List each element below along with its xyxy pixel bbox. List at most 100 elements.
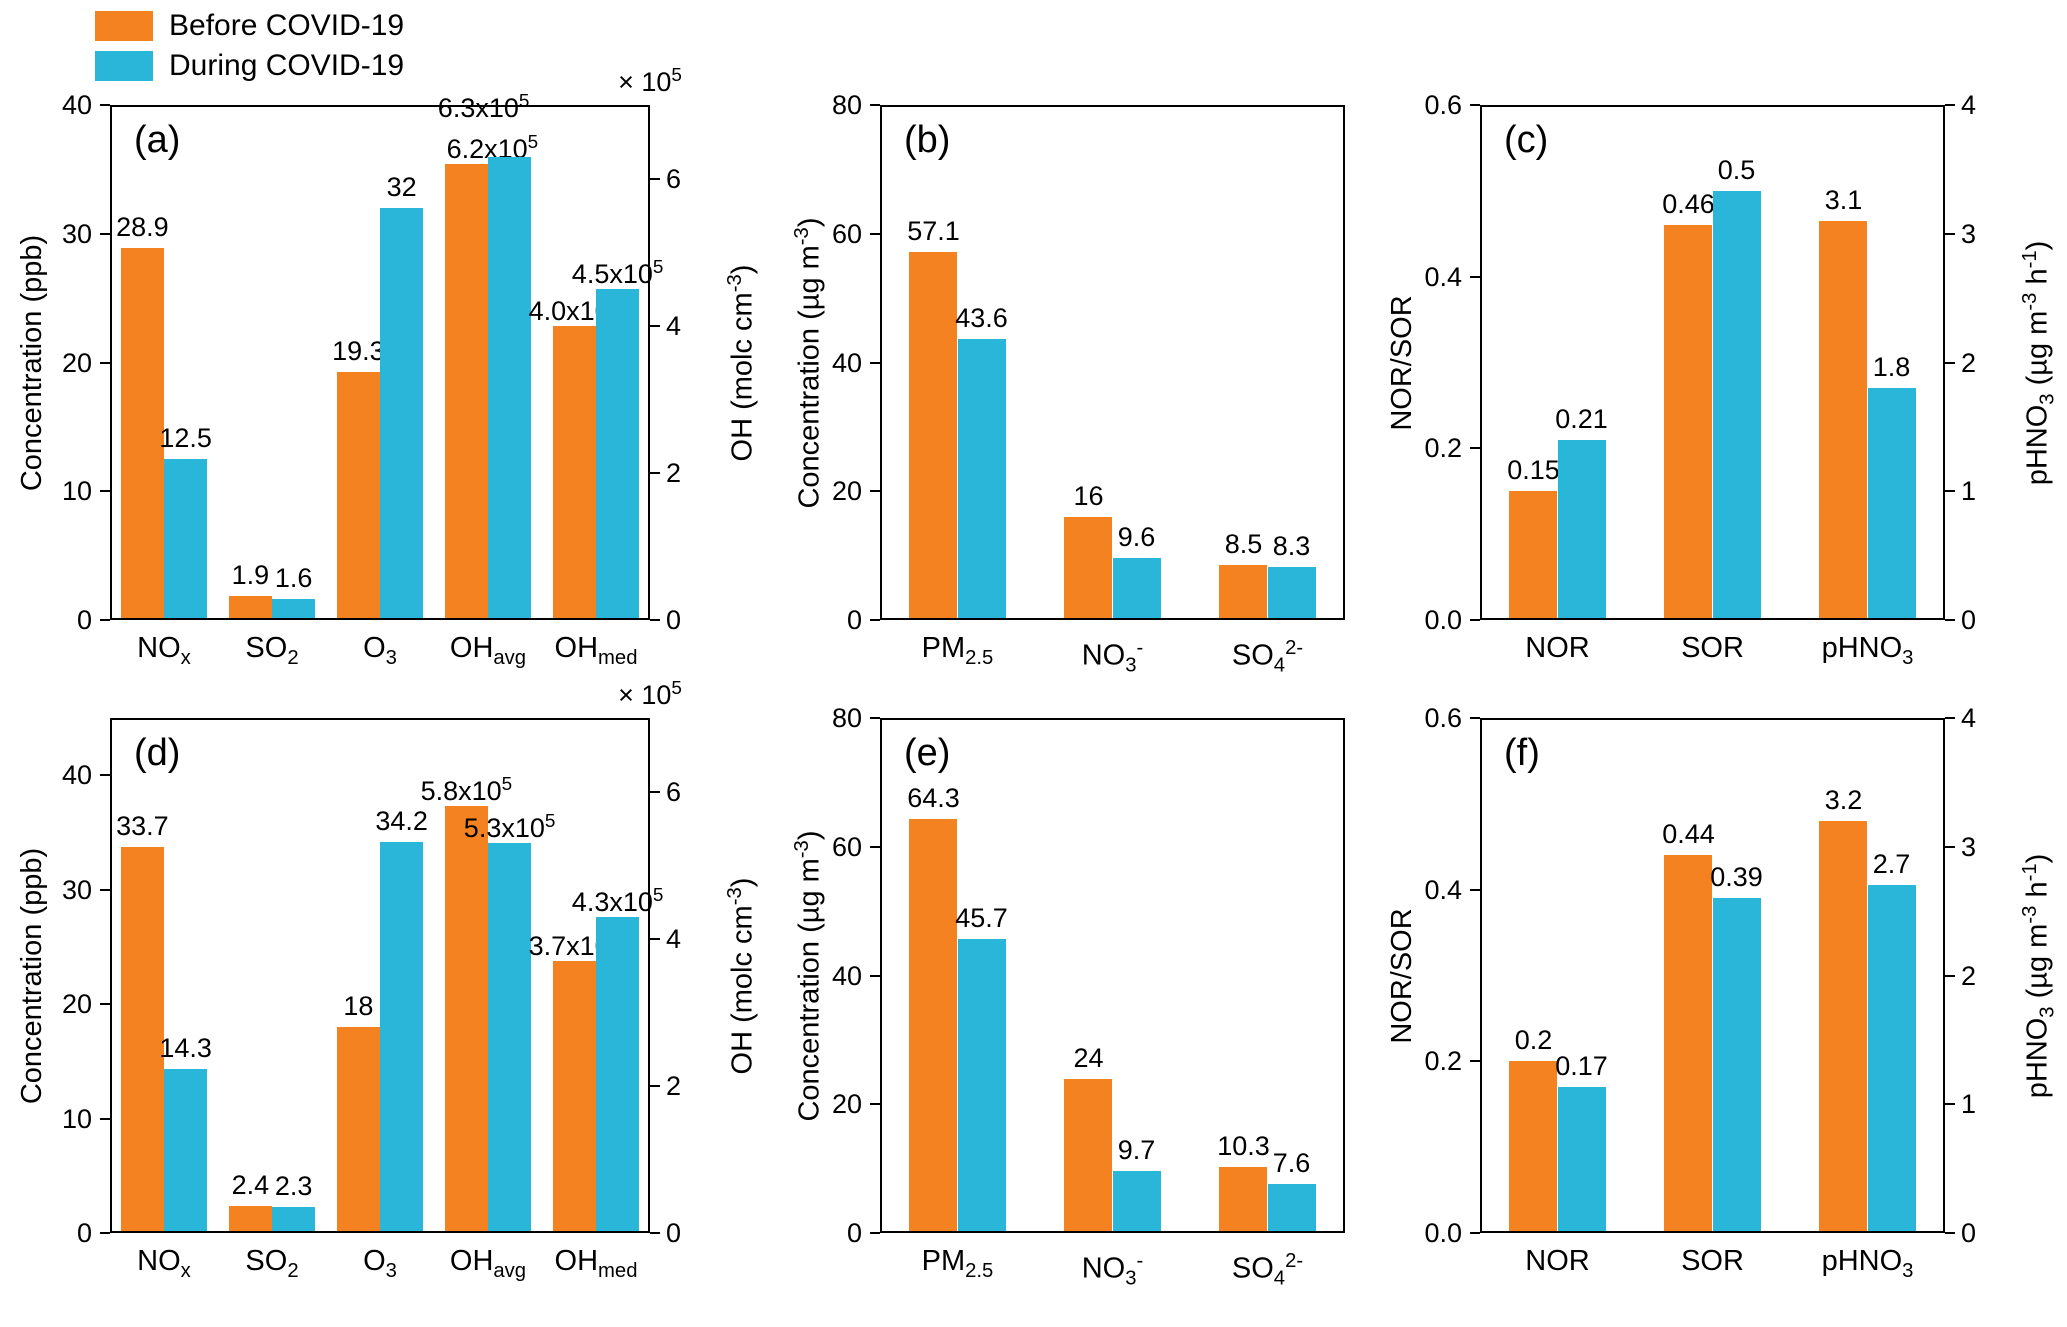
axis-tick-label: 40 [61,90,92,120]
axis-tick-label: 0.2 [1424,1046,1462,1077]
bar-value-label: 0.44 [1662,819,1715,850]
bar-value-label: 34.2 [375,805,428,836]
bar-during-covid [1112,1170,1161,1233]
bar-during-covid [1557,1087,1606,1233]
bar-value-label: 3.2 [1824,785,1863,815]
bar-during-covid [957,938,1006,1233]
axis-tick [1470,275,1480,278]
category-label: SO2 [245,1245,299,1282]
category-label: SO42- [1231,1250,1304,1290]
axis-tick-label: 0 [666,605,682,635]
category-label: NOx [137,1245,191,1282]
axis-tick-label: 4 [666,310,682,341]
axis-tick-label: 2 [1961,347,1977,378]
legend-swatch-before-icon [95,11,153,41]
bar-during-covid [272,1206,316,1233]
bar-value-label: 0.15 [1507,455,1560,486]
axis-tick [100,361,110,364]
bar-value-label: 16 [1073,481,1104,511]
axis-tick [1470,888,1480,891]
right-axis-title: pHNO3 (µg m-3 h-1) [2019,853,2059,1098]
axis-tick [100,232,110,235]
axis-tick-label: 6 [666,163,682,194]
axis-tick [650,324,660,327]
axis-tick-label: 2 [666,457,682,488]
bar-value-label: 0.46 [1662,189,1715,220]
bar-before-covid [1064,517,1113,620]
axis-tick [1470,717,1480,719]
bar-during-covid [1712,898,1761,1233]
axis-tick-label: 20 [831,476,862,507]
category-label: NO3- [1081,637,1144,677]
axis-tick-label: 80 [831,703,862,733]
axis-tick-label: 20 [61,347,92,378]
axis-tick [650,177,660,180]
bar-before-covid [1819,821,1868,1233]
left-axis-title: NOR/SOR [1386,907,1418,1044]
axis-tick-label: 0 [1961,605,1977,635]
legend-label-during: During COVID-19 [169,49,405,82]
legend-item-during: During COVID-19 [95,46,404,86]
axis-tick [870,104,880,106]
axis-tick [650,1232,660,1234]
panel-label: (f) [1504,732,1540,774]
axis-tick-label: 3 [1961,218,1977,249]
axis-tick-label: 0.0 [1424,605,1462,635]
left-axis-title: Concentration (ppb) [16,234,48,491]
axis-tick [1470,619,1480,621]
axis-tick [1945,619,1955,621]
panel-label: (b) [904,119,951,161]
plot-frame [110,718,650,1233]
right-axis-title: pHNO3 (µg m-3 h-1) [2019,240,2059,485]
plot-frame [880,718,1345,1233]
bar-before-covid [1664,225,1713,620]
axis-tick [1945,490,1955,493]
axis-tick-label: 0.4 [1424,874,1462,905]
axis-tick [1470,104,1480,106]
bar-before-covid [1664,855,1713,1233]
category-label: SOR [1681,1245,1744,1277]
axis-tick [1470,1232,1480,1234]
bar-value-label: 14.3 [159,1033,212,1064]
axis-tick-label: 0.0 [1424,1218,1462,1248]
category-label: OHavg [449,632,527,669]
bar-during-covid [596,916,640,1233]
bar-value-label: 64.3 [907,783,960,814]
bar-during-covid [164,459,208,620]
axis-offset-label: × 105 [618,678,682,710]
axis-tick [870,717,880,719]
axis-tick [1470,447,1480,450]
category-label: O3 [363,1245,397,1282]
bar-value-label: 2.3 [274,1170,313,1201]
bar-before-covid [228,1205,272,1233]
left-axis-title: Concentration (ppb) [16,847,48,1104]
bar-during-covid [1267,1184,1316,1233]
axis-tick-label: 60 [831,218,862,249]
bar-before-covid [228,595,272,620]
axis-tick [100,1117,110,1120]
axis-tick-label: 1 [1961,1089,1977,1120]
bar-value-label: 8.5 [1224,529,1263,560]
axis-tick [1945,717,1955,719]
bar-value-label: 1.9 [231,559,270,590]
left-axis-title: Concentration (µg m-3) [791,216,826,509]
bar-value-label: 57.1 [907,216,960,247]
bar-before-covid [336,1027,380,1233]
right-axis-title: OH (molc cm-3) [724,877,759,1074]
axis-tick-label: 0 [76,605,92,635]
bar-value-label: 8.3 [1272,530,1311,561]
axis-tick-label: 60 [831,831,862,862]
axis-tick [870,1103,880,1106]
axis-tick-label: 80 [831,90,862,120]
axis-tick-label: 3 [1961,831,1977,862]
bar-before-covid [1509,491,1558,620]
axis-tick [100,619,110,621]
bar-during-covid [1557,439,1606,620]
axis-tick [1945,974,1955,977]
axis-tick-label: 4 [666,923,682,954]
bar-before-covid [336,371,380,620]
legend-item-before: Before COVID-19 [95,6,404,46]
axis-tick [650,619,660,621]
bar-value-label: 32 [386,172,417,202]
bar-value-label: 0.5 [1717,154,1756,185]
